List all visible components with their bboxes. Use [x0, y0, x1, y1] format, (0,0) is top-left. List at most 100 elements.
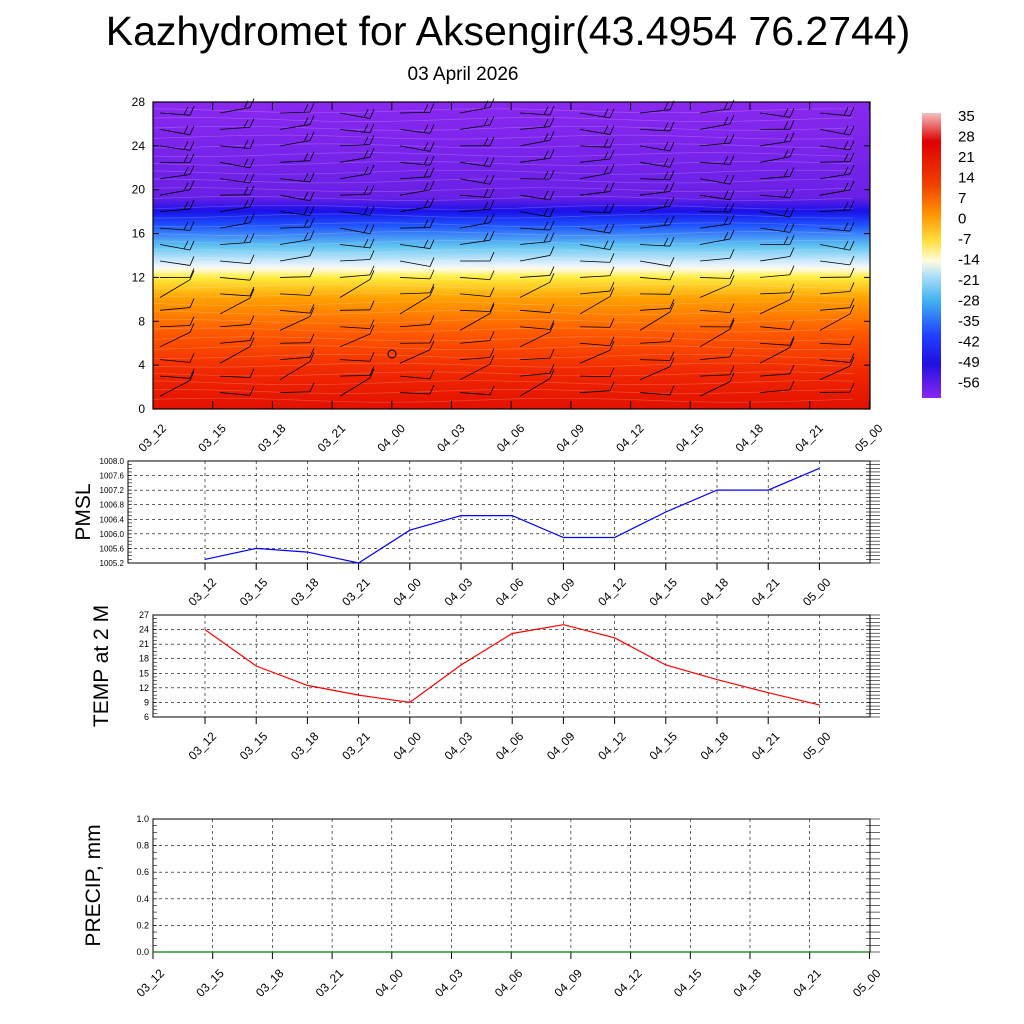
wind-barb	[699, 114, 735, 130]
wind-barb	[459, 200, 495, 213]
barb-flag	[669, 182, 675, 192]
barb-flag	[189, 165, 195, 175]
barb-flag	[783, 149, 789, 159]
barb-flag	[249, 118, 255, 128]
x-tick-label: 04_12	[595, 575, 629, 609]
barb-shaft	[339, 326, 371, 330]
barb-shaft	[519, 211, 551, 218]
wind-barb	[819, 180, 855, 196]
wind-barb	[159, 153, 195, 163]
y-tick-label: 0.2	[136, 920, 149, 930]
wind-barb	[279, 131, 315, 147]
y-tick-label: 12	[139, 683, 149, 693]
wind-barb	[159, 256, 195, 266]
wind-barb	[699, 372, 735, 397]
barb-flag	[723, 231, 729, 241]
x-tick-label: 04_21	[749, 729, 783, 763]
barb-flag	[549, 322, 555, 333]
barb-flag	[729, 114, 735, 125]
barb-flag	[189, 199, 195, 210]
barb-flag	[489, 188, 495, 198]
y-tick-label: 1006.0	[100, 530, 125, 539]
barb-shaft	[459, 293, 491, 297]
barb-flag	[729, 202, 735, 213]
y-axis-label: PRECIP, mm	[82, 824, 105, 946]
wind-barb	[519, 220, 555, 231]
barb-shaft	[399, 189, 431, 196]
barb-flag	[669, 302, 675, 313]
barb-shaft	[399, 206, 431, 213]
barb-flag	[729, 317, 735, 328]
wind-barb	[219, 386, 255, 396]
barb-flag	[609, 163, 615, 174]
wind-barb	[699, 365, 735, 377]
barb-flag	[309, 115, 315, 125]
wind-barb	[519, 348, 555, 361]
barb-shaft	[639, 308, 671, 311]
barb-shaft	[399, 111, 431, 114]
wind-barb	[219, 213, 255, 229]
wind-barb	[639, 196, 675, 213]
barb-flag	[549, 232, 555, 242]
wind-barb	[459, 304, 495, 331]
barb-flag	[609, 318, 615, 328]
wind-barb	[339, 184, 375, 196]
barb-flag	[189, 369, 195, 379]
wind-barb	[159, 270, 195, 298]
barb-flag	[183, 240, 189, 250]
barb-flag	[423, 239, 429, 248]
y-tick-label: 21	[139, 639, 149, 649]
barb-shaft	[819, 244, 851, 251]
wind-barb	[279, 115, 315, 130]
barb-shaft	[519, 241, 551, 245]
barb-flag	[789, 320, 795, 330]
barb-shaft	[219, 340, 251, 344]
barb-flag	[783, 108, 789, 117]
barb-shaft	[819, 260, 851, 266]
wind-barb	[759, 147, 795, 163]
wind-barb	[339, 366, 375, 377]
barb-shaft	[399, 145, 431, 152]
barb-flag	[429, 142, 435, 152]
wind-barb	[639, 332, 675, 344]
barb-shaft	[699, 381, 731, 397]
wind-barb	[639, 215, 675, 229]
barb-flag	[543, 133, 549, 142]
barb-shaft	[279, 316, 311, 331]
wind-barb	[399, 197, 435, 213]
barb-flag	[789, 364, 795, 374]
barb-flag	[243, 234, 249, 244]
wind-barb	[699, 275, 735, 298]
barb-flag	[243, 186, 249, 196]
colorbar-label: -7	[958, 231, 971, 248]
barb-flag	[603, 166, 609, 175]
wind-barb	[399, 283, 435, 295]
barb-flag	[309, 348, 315, 358]
wind-barb	[639, 121, 675, 132]
x-tick-label: 03_18	[253, 966, 287, 1000]
wind-barb	[219, 197, 255, 213]
barb-shaft	[339, 279, 371, 298]
x-tick-label: 04_18	[731, 966, 765, 1000]
barb-shaft	[699, 194, 731, 201]
x-tick-label: 05_00	[850, 966, 884, 1000]
barb-shaft	[339, 156, 371, 163]
barb-shaft	[339, 374, 371, 377]
wind-barb	[159, 125, 195, 136]
y-tick-label: 0	[138, 402, 145, 416]
colorbar-label: -14	[958, 252, 980, 269]
barb-shaft	[159, 145, 191, 151]
barb-flag	[783, 236, 789, 245]
wind-barb	[399, 124, 435, 134]
barb-flag	[483, 117, 489, 127]
barb-flag	[423, 156, 429, 165]
barb-shaft	[759, 299, 791, 315]
barb-flag	[843, 125, 849, 135]
wind-barb	[519, 303, 555, 314]
barb-flag	[789, 120, 795, 130]
barb-shaft	[399, 295, 431, 315]
wind-barb	[759, 320, 795, 330]
wind-barb	[759, 380, 795, 393]
wind-barb	[399, 167, 435, 180]
barb-flag	[183, 125, 189, 134]
